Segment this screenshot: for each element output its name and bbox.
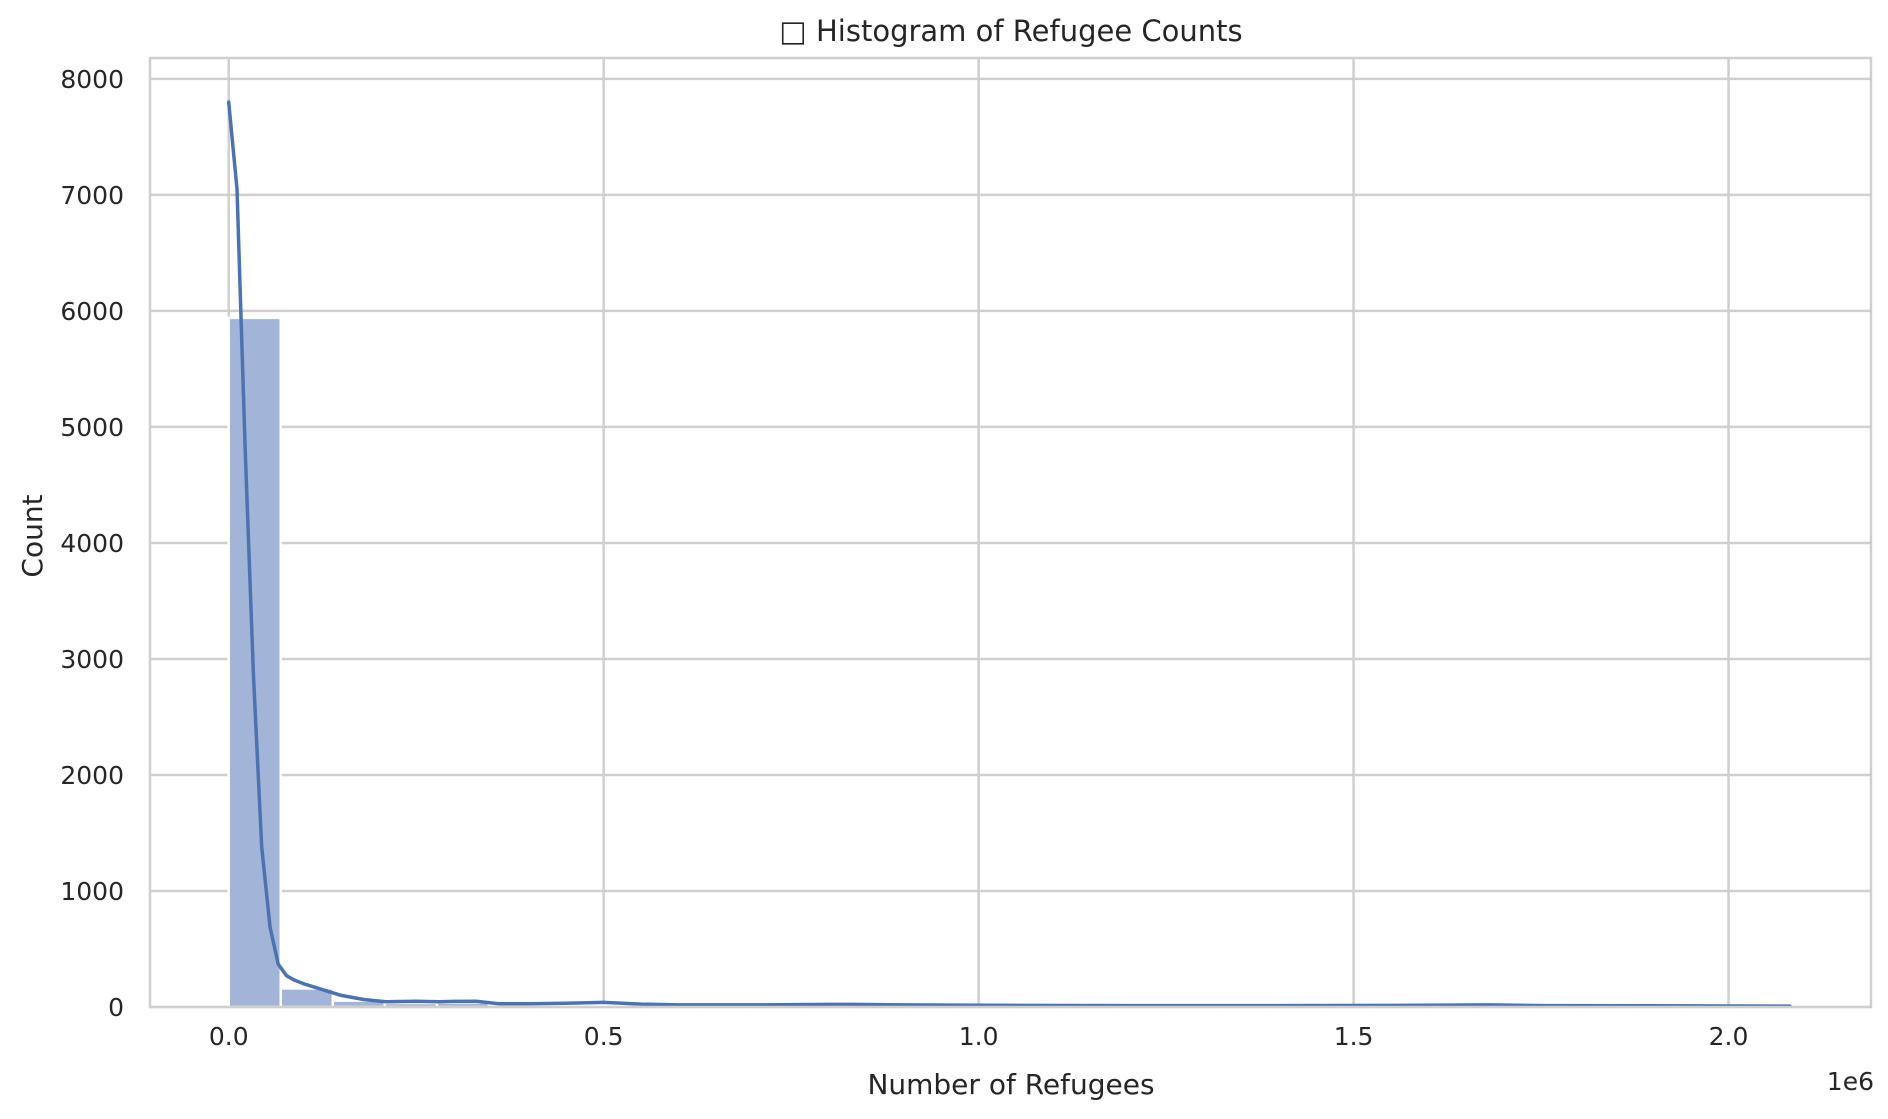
- x-tick-label-2: 1.0: [959, 1022, 999, 1051]
- y-axis-label: Count: [16, 494, 49, 577]
- y-tick-label-4: 4000: [60, 529, 124, 558]
- x-axis-offset-text: 1e6: [1827, 1067, 1874, 1096]
- x-tick-label-0: 0.0: [209, 1022, 249, 1051]
- y-tick-labels: 0 1000 2000 3000 4000 5000 6000 7000 8000: [60, 65, 124, 1022]
- y-tick-label-7: 7000: [60, 181, 124, 210]
- y-tick-label-1: 1000: [60, 877, 124, 906]
- y-tick-label-0: 0: [108, 993, 124, 1022]
- x-tick-label-3: 1.5: [1334, 1022, 1374, 1051]
- histogram-bar-0: [227, 316, 283, 1009]
- y-tick-label-2: 2000: [60, 761, 124, 790]
- y-tick-label-6: 6000: [60, 297, 124, 326]
- kde-line: [226, 100, 1792, 1008]
- kde-curve-layer: [226, 100, 1792, 1008]
- x-axis-label: Number of Refugees: [867, 1068, 1154, 1101]
- y-tick-label-3: 3000: [60, 645, 124, 674]
- chart-title: □ Histogram of Refugee Counts: [779, 14, 1242, 48]
- histogram-bars: [227, 316, 1792, 1009]
- x-tick-label-1: 0.5: [584, 1022, 624, 1051]
- x-tick-label-4: 2.0: [1709, 1022, 1749, 1051]
- y-tick-label-5: 5000: [60, 413, 124, 442]
- grid-lines: [150, 58, 1871, 1009]
- plot-frame: [148, 56, 1873, 1009]
- x-tick-labels: 0.0 0.5 1.0 1.5 2.0: [209, 1022, 1749, 1051]
- y-tick-label-8: 8000: [60, 65, 124, 94]
